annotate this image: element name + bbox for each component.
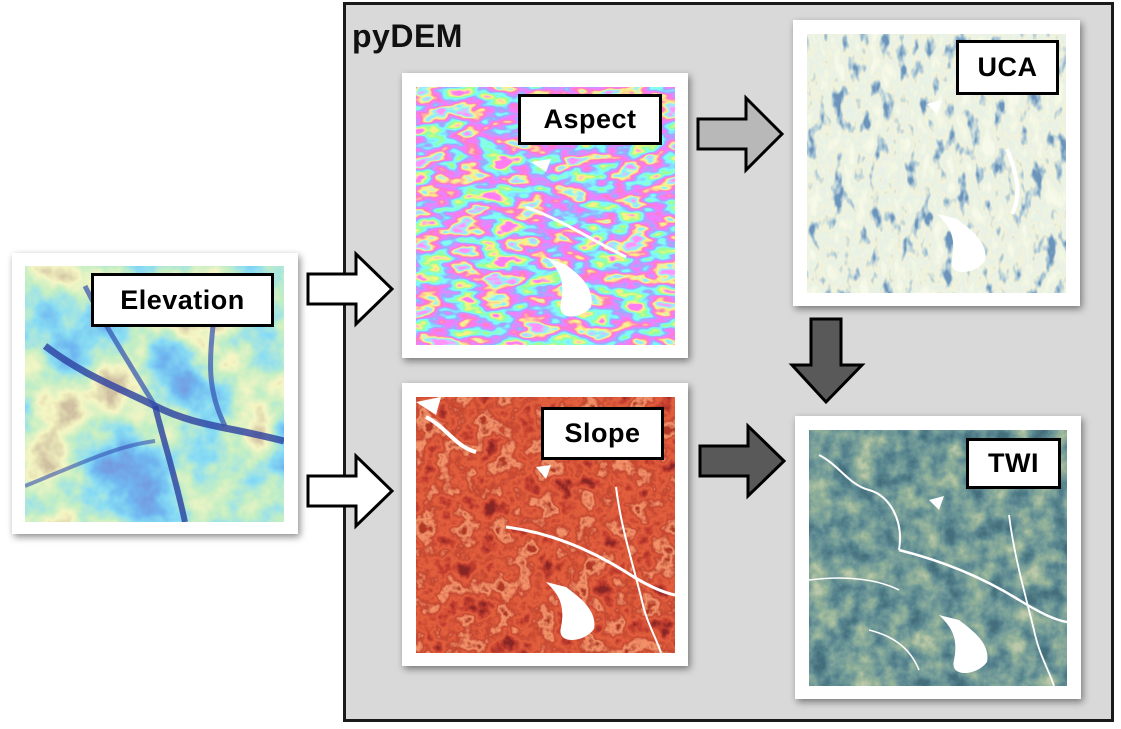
arrow-slope-to-twi <box>698 422 787 500</box>
elevation-label: Elevation <box>91 273 274 327</box>
uca-panel: UCA <box>793 20 1080 306</box>
elevation-panel: Elevation <box>12 253 298 534</box>
slope-label: Slope <box>541 407 664 460</box>
arrow-elevation-to-slope <box>306 452 395 530</box>
pydem-title: pyDEM <box>352 18 463 54</box>
uca-label: UCA <box>956 40 1059 95</box>
twi-label: TWI <box>966 438 1061 489</box>
aspect-label: Aspect <box>518 94 662 145</box>
aspect-panel: Aspect <box>402 73 688 358</box>
arrow-aspect-to-uca <box>696 94 785 174</box>
twi-panel: TWI <box>795 416 1081 699</box>
arrow-uca-to-twi <box>788 317 866 405</box>
slope-panel: Slope <box>402 383 688 666</box>
arrow-elevation-to-aspect <box>306 250 395 328</box>
